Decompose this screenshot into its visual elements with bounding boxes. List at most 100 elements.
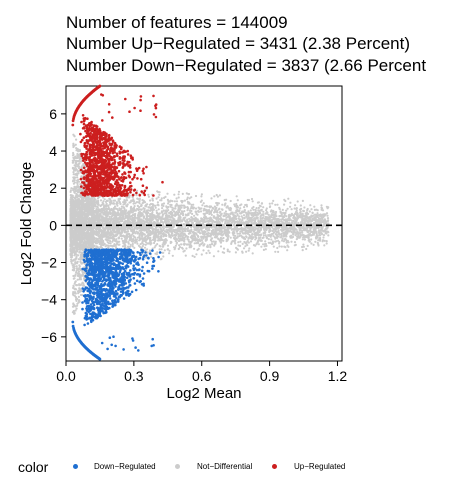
not-differential-point [272, 231, 275, 234]
not-differential-point [95, 233, 98, 237]
not-differential-point [172, 210, 176, 213]
not-differential-point [198, 243, 201, 246]
not-differential-point [227, 230, 230, 234]
not-differential-point [147, 233, 150, 236]
not-differential-point [197, 230, 200, 234]
not-differential-point [286, 244, 289, 247]
not-differential-point [296, 217, 299, 220]
not-differential-point [226, 205, 229, 208]
not-differential-point [260, 202, 264, 205]
not-differential-point [117, 227, 120, 230]
not-differential-point [284, 199, 287, 203]
not-differential-point [161, 213, 164, 216]
not-differential-point [130, 240, 133, 243]
not-differential-point [163, 249, 166, 252]
not-differential-point [309, 230, 312, 233]
not-differential-point [137, 219, 140, 222]
not-differential-point [259, 239, 263, 242]
not-differential-point [249, 240, 253, 243]
not-differential-point [263, 231, 266, 234]
not-differential-point [211, 237, 214, 240]
not-differential-point [272, 228, 275, 231]
not-differential-point [184, 254, 187, 257]
not-differential-point [204, 238, 207, 241]
not-differential-point [143, 236, 146, 239]
not-differential-point [186, 206, 189, 209]
title-features: Number of features = 144009 [66, 13, 288, 32]
not-differential-point [286, 249, 289, 252]
not-differential-point [195, 229, 198, 232]
not-differential-point [153, 240, 156, 243]
not-differential-point [176, 211, 180, 215]
not-differential-point [235, 195, 238, 198]
not-differential-point [245, 215, 248, 218]
not-differential-point [105, 209, 108, 212]
not-differential-point [190, 220, 193, 223]
not-differential-point [274, 220, 277, 223]
not-differential-point [168, 230, 172, 233]
not-differential-point [174, 236, 177, 240]
not-differential-point [117, 214, 120, 217]
not-differential-point [195, 253, 198, 256]
not-differential-point [219, 210, 222, 213]
not-differential-point [246, 212, 249, 215]
not-differential-point [145, 231, 148, 234]
not-differential-point [150, 255, 153, 259]
not-differential-point [321, 240, 324, 243]
not-differential-point [175, 203, 178, 206]
not-differential-point [227, 219, 230, 222]
not-differential-point [158, 226, 161, 229]
not-differential-point [212, 240, 215, 243]
not-differential-point [193, 214, 196, 217]
not-differential-point [137, 231, 140, 234]
not-differential-point [217, 214, 220, 217]
not-differential-point [102, 239, 105, 242]
not-differential-point [155, 197, 158, 200]
not-differential-point [299, 208, 302, 211]
not-differential-point [137, 244, 140, 247]
not-differential-point [106, 229, 110, 232]
not-differential-point [302, 236, 305, 239]
not-differential-point [125, 204, 128, 207]
not-differential-point [323, 218, 326, 221]
not-differential-point [157, 235, 160, 238]
not-differential-point [290, 208, 293, 211]
not-differential-point [276, 236, 279, 239]
not-differential-point [171, 254, 174, 257]
not-differential-point [199, 210, 203, 213]
not-differential-point [194, 207, 198, 210]
not-differential-point [229, 209, 232, 212]
not-differential-point [241, 235, 244, 238]
not-differential-point [210, 197, 213, 200]
not-differential-point [169, 199, 172, 202]
not-differential-point [250, 197, 254, 201]
not-differential-point [241, 216, 244, 220]
not-differential-point [211, 232, 214, 235]
not-differential-point [108, 237, 111, 240]
not-differential-point [124, 209, 127, 213]
not-differential-point [301, 238, 304, 241]
not-differential-point [311, 233, 314, 237]
not-differential-point [149, 199, 152, 202]
not-differential-point [311, 231, 314, 234]
not-differential-point [127, 241, 130, 244]
not-differential-point [249, 216, 252, 220]
not-differential-point [238, 215, 241, 218]
not-differential-point [210, 243, 213, 246]
not-differential-point [102, 202, 105, 205]
not-differential-point [296, 214, 299, 217]
not-differential-point [170, 219, 173, 222]
not-differential-point [171, 232, 174, 235]
not-differential-point [208, 251, 211, 254]
not-differential-point [189, 211, 192, 214]
not-differential-point [186, 218, 189, 221]
not-differential-point [141, 242, 144, 245]
not-differential-point [154, 204, 157, 207]
not-differential-point [252, 236, 255, 239]
not-differential-point [168, 235, 171, 238]
not-differential-point [138, 237, 141, 240]
not-differential-point [147, 193, 150, 196]
not-differential-point [272, 224, 275, 227]
not-differential-point [107, 218, 110, 221]
